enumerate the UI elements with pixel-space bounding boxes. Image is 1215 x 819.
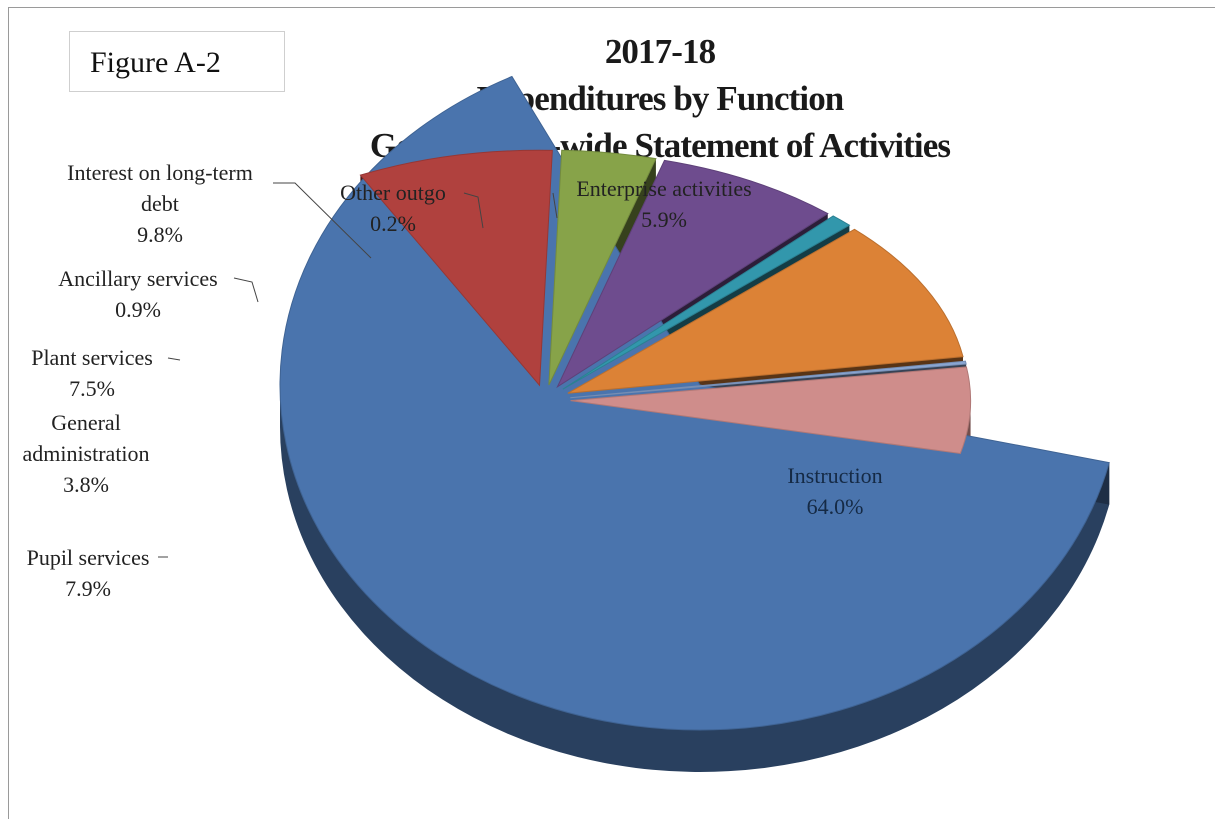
label-enterprise-activities: Enterprise activities 5.9% <box>576 176 751 232</box>
label-value-plant-services: 7.5% <box>69 376 115 401</box>
figure-label: Figure A-2 <box>69 31 285 92</box>
leader-enterprise-activities <box>552 192 558 219</box>
label-value-general-administration: 3.8% <box>63 472 109 497</box>
label-text-interest-on-long-term-debt: debt <box>141 191 179 216</box>
leader-ancillary-services <box>233 277 259 303</box>
slice-enterprise-activities <box>570 366 971 455</box>
label-value-instruction: 64.0% <box>807 494 864 519</box>
label-text-general-administration: General <box>51 410 121 435</box>
label-general-administration: General administration 3.8% <box>22 410 149 497</box>
label-text-instruction: Instruction <box>787 463 882 488</box>
label-other-outgo: Other outgo 0.2% <box>340 180 446 236</box>
label-text-interest-on-long-term-debt: Interest on long-term <box>67 160 253 185</box>
leader-interest-on-long-term-debt <box>273 182 372 259</box>
label-text-ancillary-services: Ancillary services <box>58 266 217 291</box>
label-value-pupil-services: 7.9% <box>65 576 111 601</box>
chart-title-line-2: Expenditures by Function <box>476 79 845 118</box>
chart-title-line-1: 2017-18 <box>604 32 716 71</box>
leader-other-outgo <box>463 192 484 229</box>
label-value-enterprise-activities: 5.9% <box>641 207 687 232</box>
label-text-other-outgo: Other outgo <box>340 180 446 205</box>
slice-labels: Instruction 64.0% Pupil services 7.9% Genera… <box>22 160 882 601</box>
label-value-interest-on-long-term-debt: 9.8% <box>137 222 183 247</box>
label-ancillary-services: Ancillary services 0.9% <box>58 266 217 322</box>
label-text-pupil-services: Pupil services <box>27 545 150 570</box>
slice-ancillary-services <box>562 215 851 390</box>
slice-interest-on-long-term-debt <box>567 228 964 394</box>
leader-lines <box>158 182 558 558</box>
label-pupil-services: Pupil services 7.9% <box>27 545 150 601</box>
slice-pupil-services <box>359 149 553 387</box>
slice-general-administration <box>548 149 657 386</box>
slice-other-outgo <box>570 360 967 399</box>
leader-plant-services <box>167 357 181 361</box>
label-plant-services: Plant services 7.5% <box>31 345 153 401</box>
pie-tops <box>279 75 1110 731</box>
label-value-ancillary-services: 0.9% <box>115 297 161 322</box>
label-text-general-administration: administration <box>22 441 149 466</box>
label-text-plant-services: Plant services <box>31 345 153 370</box>
slice-plant-services <box>556 159 829 389</box>
label-value-other-outgo: 0.2% <box>370 211 416 236</box>
label-instruction: Instruction 64.0% <box>787 463 882 519</box>
chart-frame <box>8 7 1215 819</box>
label-interest-on-long-term-debt: Interest on long-term debt 9.8% <box>67 160 253 247</box>
label-text-enterprise-activities: Enterprise activities <box>576 176 751 201</box>
